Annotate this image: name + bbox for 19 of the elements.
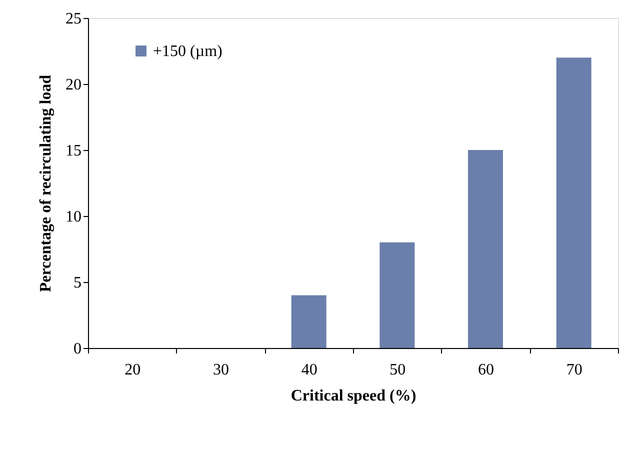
x-tick-label: 40 — [301, 362, 318, 378]
bar — [380, 242, 415, 348]
x-tick-label: 20 — [124, 362, 141, 378]
y-tick-label: 15 — [66, 142, 82, 160]
bar — [556, 58, 592, 348]
y-tick-label: 25 — [66, 10, 82, 28]
x-tick-label: 50 — [390, 362, 406, 378]
y-axis-title: Percentage of recirculating load — [38, 74, 54, 292]
x-tick-label: 30 — [213, 362, 229, 378]
bar — [291, 295, 326, 348]
y-tick-label: 20 — [66, 76, 82, 94]
y-tick-label: 10 — [66, 208, 82, 226]
x-axis-title: Critical speed (%) — [290, 388, 416, 404]
x-tick-label: 60 — [478, 362, 494, 378]
y-tick-label: 5 — [74, 274, 82, 292]
bar — [468, 150, 503, 348]
legend-label: +150 (µm) — [153, 43, 222, 60]
x-tick-label: 70 — [566, 362, 582, 378]
y-tick-label: 0 — [74, 340, 82, 358]
